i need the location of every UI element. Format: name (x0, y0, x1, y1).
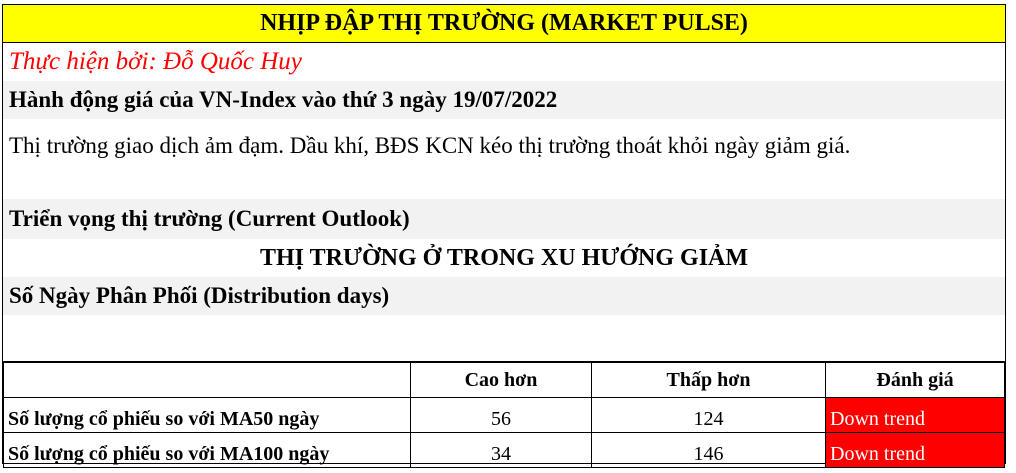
table-header-row: Cao hơn Thấp hơn Đánh giá (3, 361, 1005, 398)
author-line: Thực hiện bởi: Đỗ Quốc Huy (9, 48, 302, 75)
price-action-text: Thị trường giao dịch ảm đạm. Dầu khí, BĐ… (9, 133, 851, 158)
rating-badge: Down trend (825, 432, 1005, 468)
market-pulse-sheet: NHỊP ĐẬP THỊ TRƯỜNG (MARKET PULSE) Thực … (2, 4, 1006, 468)
report-title: NHỊP ĐẬP THỊ TRƯỜNG (MARKET PULSE) (3, 5, 1005, 43)
outlook-value: THỊ TRƯỜNG Ở TRONG XU HƯỚNG GIẢM (259, 244, 749, 271)
header-rating: Đánh giá (825, 361, 1005, 398)
above-count: 34 (410, 432, 592, 468)
below-count: 146 (591, 432, 826, 468)
price-action-heading: Hành động giá của VN-Index vào thứ 3 ngà… (3, 81, 1005, 119)
table-row: Số lượng cổ phiếu so với MA100 ngày 34 1… (3, 432, 1005, 468)
outlook-heading: Triển vọng thị trường (Current Outlook) (3, 199, 1005, 239)
below-count: 124 (591, 397, 826, 433)
header-label (3, 361, 411, 398)
above-count: 56 (410, 397, 592, 433)
header-below: Thấp hơn (591, 361, 826, 398)
row-label: Số lượng cổ phiếu so với MA50 ngày (3, 397, 411, 433)
row-label: Số lượng cổ phiếu so với MA100 ngày (3, 432, 411, 468)
header-above: Cao hơn (410, 361, 592, 398)
table-row: Số lượng cổ phiếu so với MA50 ngày 56 12… (3, 397, 1005, 433)
ma-comparison-table: Cao hơn Thấp hơn Đánh giá Số lượng cổ ph… (3, 361, 1005, 468)
distribution-heading: Số Ngày Phân Phối (Distribution days) (3, 277, 1005, 315)
rating-badge: Down trend (825, 397, 1005, 433)
